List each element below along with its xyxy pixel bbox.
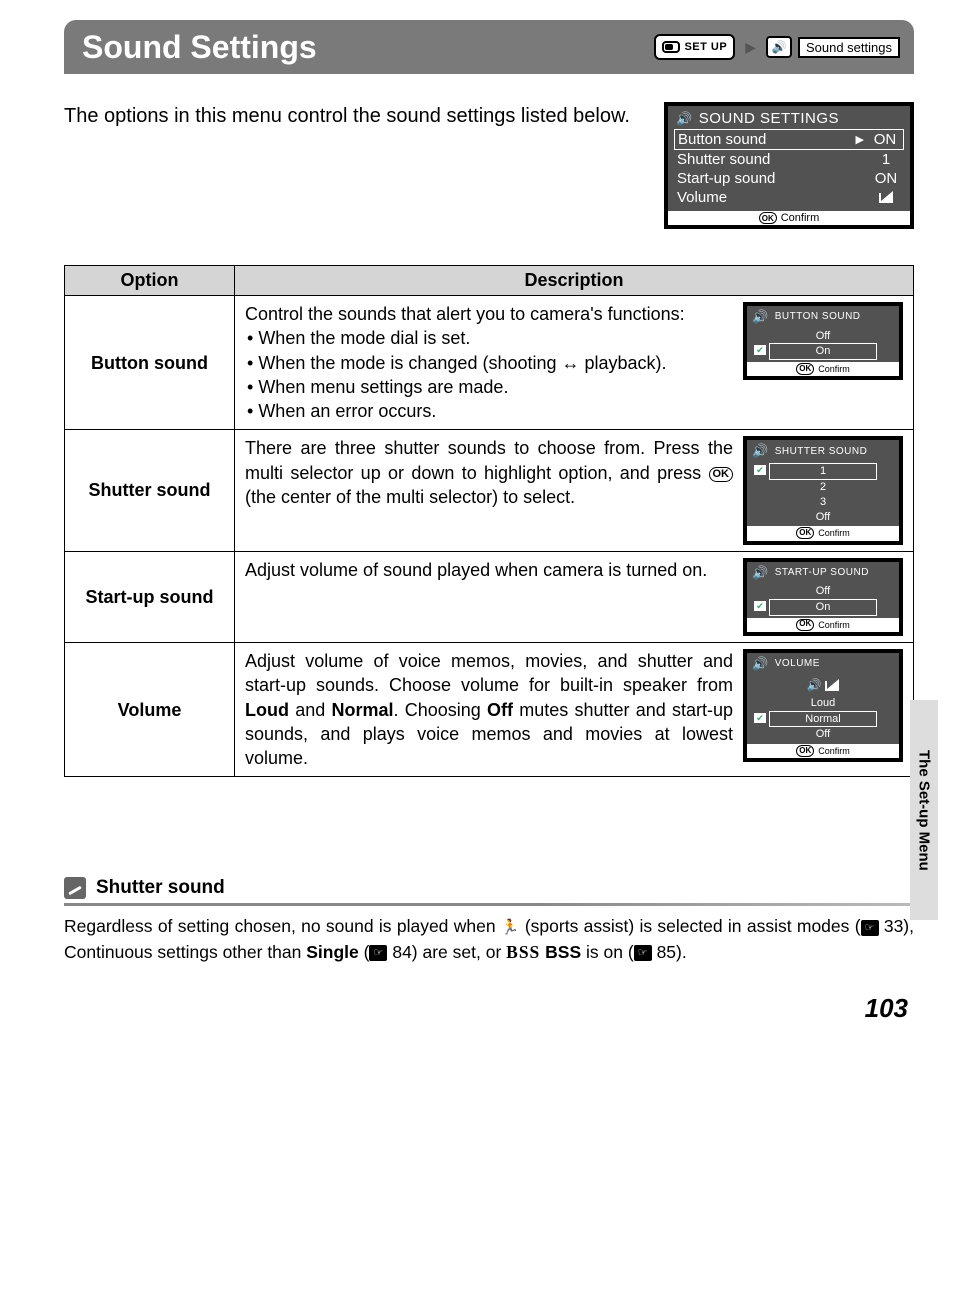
switch-icon <box>662 41 680 53</box>
table-row: Button soundControl the sounds that aler… <box>65 296 914 430</box>
sound-breadcrumb: 🔊 Sound settings <box>766 36 900 58</box>
pencil-icon <box>64 877 86 899</box>
shutter-note: Shutter sound Regardless of setting chos… <box>64 877 914 965</box>
setup-badge-text: SET UP <box>684 41 727 53</box>
table-row: Start-up soundAdjust volume of sound pla… <box>65 551 914 642</box>
chevron-right-icon: ▶ <box>745 39 756 56</box>
option-name: Button sound <box>65 296 235 430</box>
note-title: Shutter sound <box>96 877 225 899</box>
sports-assist-icon: 🏃 <box>501 917 520 939</box>
page-number: 103 <box>64 993 914 1024</box>
mini-lcd: 🔊VOLUME🔊 Loud✔NormalOffOK Confirm <box>743 649 903 762</box>
col-option: Option <box>65 266 235 296</box>
lcd-confirm: Confirm <box>781 212 820 224</box>
page-ref-icon: ☞ <box>369 945 387 961</box>
lcd-row: Button sound▶ON <box>674 129 904 150</box>
intro-text: The options in this menu control the sou… <box>64 102 644 131</box>
lcd-row: Start-up soundON <box>674 169 904 188</box>
option-desc: Adjust volume of sound played when camer… <box>235 551 914 642</box>
options-table: Option Description Button soundControl t… <box>64 265 914 777</box>
lcd-row: Volume <box>674 188 904 207</box>
mini-lcd: 🔊START-UP SOUNDOff✔OnOK Confirm <box>743 558 903 636</box>
breadcrumb-label: Sound settings <box>798 37 900 58</box>
lcd-row: Shutter sound1 <box>674 150 904 169</box>
ok-icon: OK <box>759 212 777 224</box>
page-header: Sound Settings SET UP ▶ 🔊 Sound settings <box>64 20 914 74</box>
main-lcd-preview: 🔊 SOUND SETTINGS Button sound▶ONShutter s… <box>664 102 914 229</box>
option-name: Volume <box>65 642 235 776</box>
page-title: Sound Settings <box>82 29 317 66</box>
option-desc: Control the sounds that alert you to cam… <box>235 296 914 430</box>
page-ref-icon: ☞ <box>861 920 879 936</box>
setup-badge: SET UP <box>654 34 735 60</box>
option-name: Shutter sound <box>65 430 235 551</box>
table-row: Shutter soundThere are three shutter sou… <box>65 430 914 551</box>
option-desc: There are three shutter sounds to choose… <box>235 430 914 551</box>
option-desc: Adjust volume of voice memos, movies, an… <box>235 642 914 776</box>
speaker-icon: 🔊 <box>766 36 792 58</box>
side-tab-label: The Set-up Menu <box>916 750 933 871</box>
speaker-icon: 🔊 <box>676 111 693 127</box>
mini-lcd: 🔊BUTTON SOUNDOff✔OnOK Confirm <box>743 302 903 380</box>
note-rule <box>64 903 914 906</box>
side-tab: The Set-up Menu <box>910 700 938 920</box>
table-row: VolumeAdjust volume of voice memos, movi… <box>65 642 914 776</box>
lcd-title: SOUND SETTINGS <box>699 110 839 127</box>
page-ref-icon: ☞ <box>634 945 652 961</box>
note-body: Regardless of setting chosen, no sound i… <box>64 914 914 965</box>
mini-lcd: 🔊SHUTTER SOUND✔123OffOK Confirm <box>743 436 903 544</box>
col-description: Description <box>235 266 914 296</box>
option-name: Start-up sound <box>65 551 235 642</box>
